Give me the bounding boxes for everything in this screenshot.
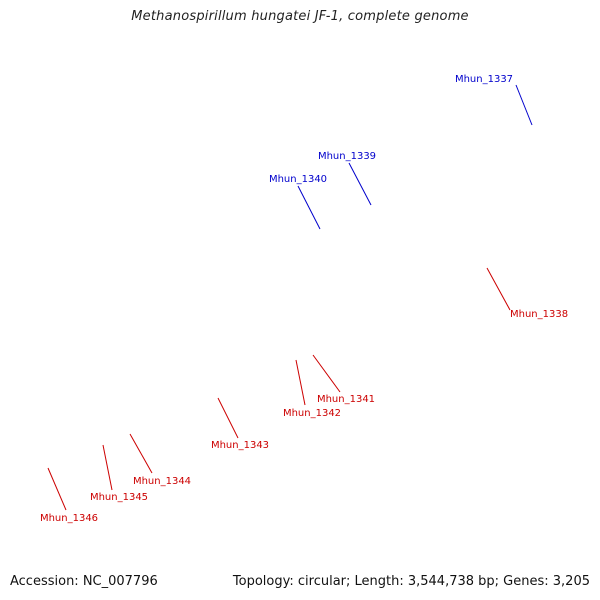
leader-line (312, 354, 341, 393)
gene-label-mhun-1340[interactable]: Mhun_1340 (269, 174, 327, 185)
leader-line (129, 433, 153, 474)
leader-line (102, 444, 113, 491)
gene-label-mhun-1342[interactable]: Mhun_1342 (283, 408, 341, 419)
gene-label-mhun-1344[interactable]: Mhun_1344 (133, 476, 191, 487)
gene-label-mhun-1341[interactable]: Mhun_1341 (317, 394, 375, 405)
gene-label-mhun-1345[interactable]: Mhun_1345 (90, 492, 148, 503)
gene-label-mhun-1339[interactable]: Mhun_1339 (318, 151, 376, 162)
gene-label-mhun-1337[interactable]: Mhun_1337 (455, 74, 513, 85)
leader-line (515, 84, 533, 126)
genome-stats-text: Topology: circular; Length: 3,544,738 bp… (232, 574, 590, 589)
gene-label-mhun-1346[interactable]: Mhun_1346 (40, 513, 98, 524)
leader-line (486, 267, 511, 311)
genome-title: Methanospirillum hungatei JF-1, complete… (131, 9, 469, 24)
accession-text: Accession: NC_007796 (10, 574, 158, 589)
leader-line (47, 467, 67, 511)
leader-line (295, 359, 306, 406)
gene-label-mhun-1338[interactable]: Mhun_1338 (510, 309, 568, 320)
leader-line (297, 185, 321, 230)
leader-line (348, 162, 372, 206)
leader-line (217, 397, 239, 439)
gene-label-mhun-1343[interactable]: Mhun_1343 (211, 440, 269, 451)
